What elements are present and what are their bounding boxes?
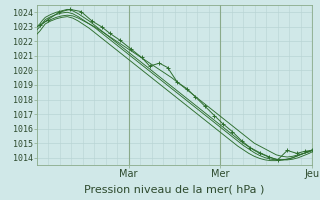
X-axis label: Pression niveau de la mer( hPa ): Pression niveau de la mer( hPa ): [84, 185, 265, 195]
